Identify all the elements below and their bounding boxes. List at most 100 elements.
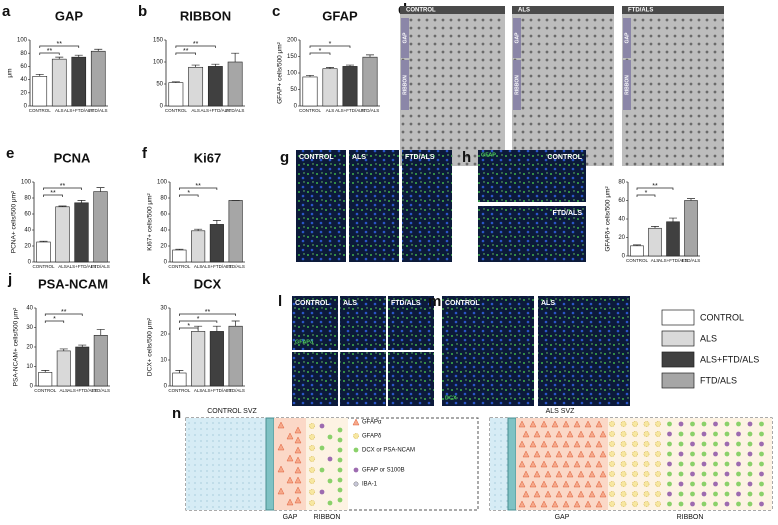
panel-letter: b (138, 3, 147, 20)
schematic: n CONTROL SVZ GAP RIBBON ALS SVZ GAP RIB… (172, 405, 773, 521)
cell-glyph (573, 420, 581, 428)
cell-glyph (609, 421, 615, 427)
cell-glyph (667, 421, 672, 427)
cell-glyph (620, 501, 627, 507)
cell-glyph (294, 486, 302, 494)
cell-glyph (609, 461, 615, 467)
cell-glyph (713, 421, 718, 427)
y-tick-label: 150 (153, 38, 164, 44)
cell-glyph (632, 451, 638, 457)
micrograph (478, 206, 586, 262)
cell-glyph (620, 461, 627, 467)
y-tick-label: 100 (17, 38, 28, 44)
significance-bracket (179, 327, 199, 330)
x-tick-label: ALS (58, 264, 67, 269)
significance-label: ** (50, 190, 56, 197)
y-tick-label: 40 (618, 217, 625, 223)
x-tick-label: ALS (59, 388, 68, 393)
cell-glyph (736, 451, 741, 457)
cell-glyph (643, 491, 650, 497)
cell-glyph (701, 451, 707, 457)
bar (666, 221, 680, 257)
cell-glyph (701, 431, 707, 437)
cell-glyph (588, 450, 596, 458)
y-tick-label: 80 (20, 51, 27, 57)
cell-glyph (599, 490, 607, 498)
cell-glyph (609, 431, 615, 437)
y-axis-label: GFAP+ cells/500 μm² (277, 41, 284, 104)
cell-glyph (724, 481, 730, 487)
cell-glyph (667, 431, 672, 437)
y-tick-label: 20 (26, 345, 33, 351)
cell-glyph (577, 490, 585, 498)
key-label: GFAPα (362, 420, 382, 426)
image-label: FTD/ALS (628, 8, 653, 14)
cell-glyph (309, 445, 315, 451)
cell-glyph (759, 461, 764, 467)
stain-label: GFAPδ (295, 339, 314, 345)
error-bar (231, 52, 240, 62)
cell-glyph (713, 491, 718, 497)
legend: CONTROL ALS ALS+FTD/ALS FTD/ALS (661, 309, 759, 389)
cell-glyph (551, 500, 559, 508)
cell-glyph (759, 421, 764, 427)
cell-glyph (337, 457, 343, 463)
significance-bracket (179, 313, 236, 316)
y-tick-label: 100 (157, 180, 168, 186)
image-label: CONTROL (295, 300, 330, 307)
cell-glyph (655, 451, 661, 457)
cell-glyph (690, 501, 695, 507)
marker-label: GAP (514, 32, 520, 44)
cell-glyph (667, 451, 672, 457)
significance-label: * (187, 323, 190, 330)
cell-glyph (562, 460, 570, 468)
panel-letter: j (7, 271, 12, 288)
cell-glyph (713, 431, 718, 437)
y-axis-label: PCNA+ cells/500 μm² (11, 190, 18, 253)
cell-glyph (544, 490, 552, 498)
cell-glyph (599, 470, 607, 478)
significance-bracket (175, 52, 196, 55)
cell-glyph (759, 471, 764, 477)
y-tick-label: 100 (153, 60, 164, 66)
error-bar (633, 244, 641, 246)
cell-glyph (577, 430, 585, 438)
y-tick-label: 30 (160, 306, 167, 312)
cell-glyph (566, 450, 574, 458)
cell-glyph (609, 501, 615, 507)
significance-bracket (636, 187, 674, 190)
micrographs: dGAPRIBBONCONTROLGAPRIBBONALSGAPRIBBONFT… (278, 1, 724, 406)
cell-glyph (736, 471, 741, 477)
error-bar (41, 370, 50, 373)
chart-title: Ki67 (194, 150, 221, 165)
y-tick-label: 20 (618, 235, 625, 241)
cell-glyph (294, 426, 302, 434)
y-tick-label: 20 (24, 244, 31, 250)
significance-label: ** (61, 309, 67, 316)
error-bar (96, 187, 105, 192)
micrograph (349, 150, 399, 262)
x-tick-label: ALS+FTD/ALS (201, 108, 231, 113)
chart-title: DCX (194, 276, 222, 291)
bar (191, 230, 206, 263)
cell-glyph (337, 477, 343, 483)
y-tick-label: 40 (24, 228, 31, 234)
significance-label: ** (652, 183, 658, 190)
cell-glyph (724, 471, 730, 477)
cell-glyph (690, 471, 695, 477)
cell-glyph (294, 446, 302, 454)
panel-letter: l (278, 293, 282, 310)
micrograph (402, 150, 452, 262)
significance-bracket (39, 52, 60, 55)
bar (36, 241, 51, 263)
significance-bracket (636, 194, 656, 197)
significance-label: ** (205, 309, 211, 316)
significance-bracket (179, 320, 218, 323)
error-bar (94, 48, 103, 52)
cell-glyph (701, 471, 707, 477)
cell-glyph (286, 454, 294, 462)
chart-title: RIBBON (180, 8, 231, 23)
cell-glyph (540, 460, 548, 468)
y-tick-label: 60 (20, 64, 27, 70)
